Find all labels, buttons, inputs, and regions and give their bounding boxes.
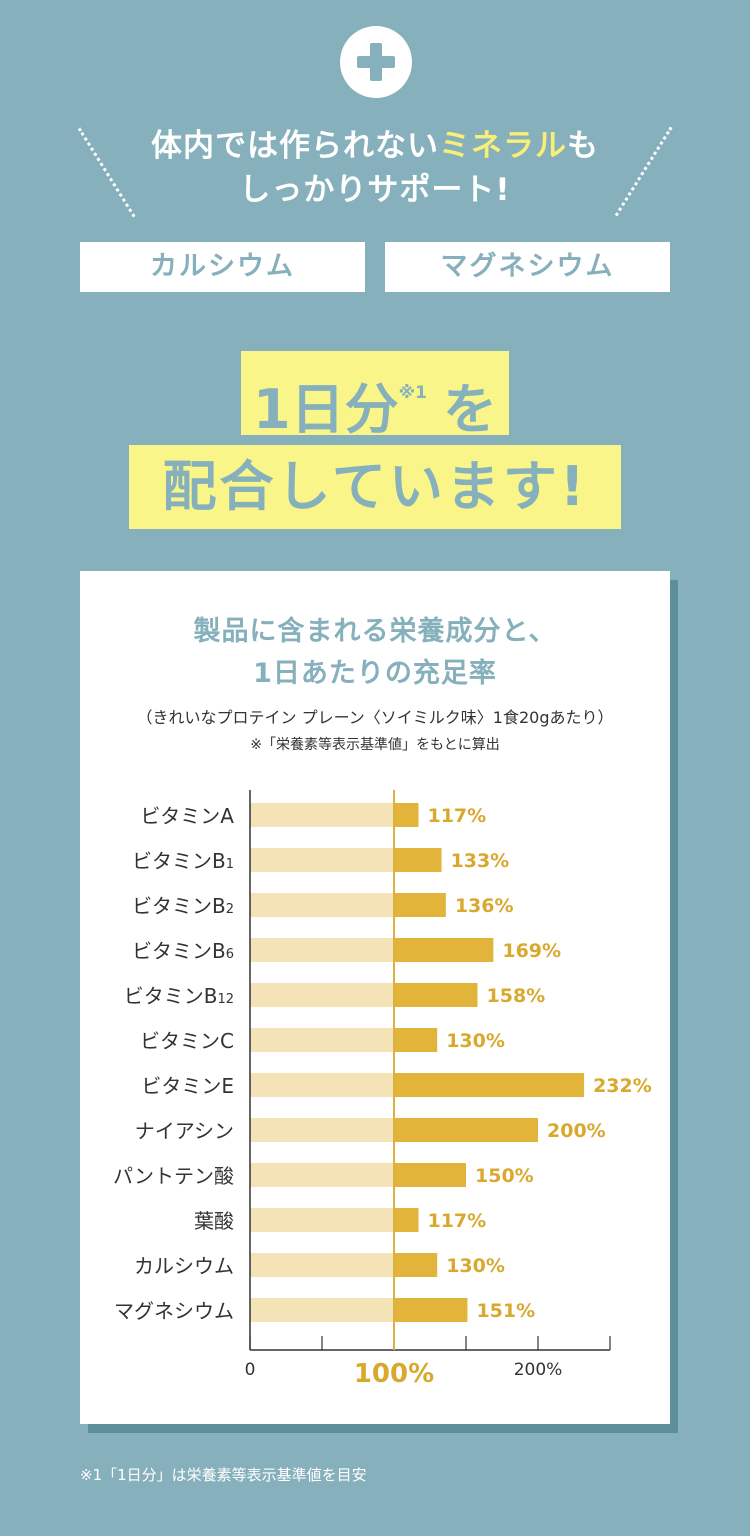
category-label-10: カルシウム bbox=[134, 1254, 234, 1278]
category-label-6: ビタミンE bbox=[141, 1074, 234, 1098]
card-title-line1: 製品に含まれる栄養成分と、 bbox=[193, 616, 557, 647]
bar-excess-5 bbox=[394, 1028, 438, 1052]
headline: 体内では作られないミネラルも しっかりサポート! bbox=[0, 124, 750, 212]
bar-base-1 bbox=[250, 848, 394, 872]
banner-line2: 配合しています! bbox=[129, 445, 621, 529]
bar-excess-11 bbox=[394, 1298, 468, 1322]
bar-base-7 bbox=[250, 1118, 394, 1142]
bar-excess-0 bbox=[394, 803, 419, 827]
category-label-8: パントテン酸 bbox=[113, 1164, 234, 1188]
banner-particle: を bbox=[442, 378, 497, 441]
bar-base-2 bbox=[250, 893, 394, 917]
bar-excess-8 bbox=[394, 1163, 466, 1187]
card-title-line2: 1日あたりの充足率 bbox=[253, 658, 497, 689]
value-label-5: 130% bbox=[446, 1030, 505, 1052]
mineral-label-magnesium: マグネシウム bbox=[385, 242, 670, 292]
bar-base-6 bbox=[250, 1073, 394, 1097]
headline-highlight: ミネラル bbox=[439, 128, 567, 164]
card-title: 製品に含まれる栄養成分と、 1日あたりの充足率 bbox=[80, 611, 670, 695]
x-tick-label-1: 100% bbox=[354, 1359, 434, 1389]
value-label-9: 117% bbox=[427, 1210, 486, 1232]
value-label-0: 117% bbox=[427, 805, 486, 827]
category-label-3: ビタミンB6 bbox=[132, 939, 234, 963]
headline-line2: しっかりサポート! bbox=[239, 172, 511, 208]
category-label-5: ビタミンC bbox=[140, 1029, 234, 1053]
value-label-11: 151% bbox=[476, 1300, 535, 1322]
bar-base-0 bbox=[250, 803, 394, 827]
category-label-0: ビタミンA bbox=[140, 804, 234, 828]
value-label-7: 200% bbox=[547, 1120, 606, 1142]
bar-base-11 bbox=[250, 1298, 394, 1322]
bar-excess-9 bbox=[394, 1208, 419, 1232]
card-source-note: ※「栄養素等表示基準値」をもとに算出 bbox=[250, 737, 500, 753]
bar-excess-3 bbox=[394, 938, 494, 962]
category-label-9: 葉酸 bbox=[194, 1209, 234, 1233]
bar-base-9 bbox=[250, 1208, 394, 1232]
bar-excess-6 bbox=[394, 1073, 585, 1097]
category-label-4: ビタミンB12 bbox=[124, 984, 234, 1008]
value-label-4: 158% bbox=[487, 985, 546, 1007]
category-label-2: ビタミンB2 bbox=[132, 894, 234, 918]
banner-line1: 1日分※1 を bbox=[241, 351, 509, 441]
headline-text-end: も bbox=[567, 128, 599, 164]
value-label-6: 232% bbox=[593, 1075, 652, 1097]
category-label-11: マグネシウム bbox=[114, 1299, 234, 1323]
bar-base-10 bbox=[250, 1253, 394, 1277]
fulfillment-rate-chart: 117% ビタミンA 133% ビタミンB1 136% ビタミンB2 169% ビタミンB6 1… bbox=[113, 790, 652, 1389]
banner-daily-amount: 1日分 bbox=[253, 378, 399, 441]
bar-base-4 bbox=[250, 983, 394, 1007]
value-label-1: 133% bbox=[451, 850, 510, 872]
bar-excess-2 bbox=[394, 893, 446, 917]
bar-excess-4 bbox=[394, 983, 478, 1007]
card-subtitle: （きれいなプロテイン プレーン〈ソイミルク味〉1食20gあたり） bbox=[136, 708, 614, 727]
bar-excess-7 bbox=[394, 1118, 538, 1142]
x-tick-label-2: 200% bbox=[514, 1360, 563, 1380]
footnote: ※1「1日分」は栄養素等表示基準値を目安 bbox=[80, 1466, 367, 1484]
bar-excess-1 bbox=[394, 848, 442, 872]
x-tick-label-0: 0 bbox=[245, 1360, 256, 1380]
bar-base-8 bbox=[250, 1163, 394, 1187]
mineral-label-calcium: カルシウム bbox=[80, 242, 365, 292]
banner-note-mark: ※1 bbox=[398, 383, 427, 403]
bar-excess-10 bbox=[394, 1253, 438, 1277]
category-label-7: ナイアシン bbox=[135, 1119, 234, 1143]
plus-icon bbox=[340, 26, 412, 98]
bar-base-5 bbox=[250, 1028, 394, 1052]
value-label-8: 150% bbox=[475, 1165, 534, 1187]
value-label-10: 130% bbox=[446, 1255, 505, 1277]
headline-text: 体内では作られない bbox=[151, 128, 439, 164]
value-label-2: 136% bbox=[455, 895, 514, 917]
bar-base-3 bbox=[250, 938, 394, 962]
category-label-1: ビタミンB1 bbox=[132, 849, 234, 873]
value-label-3: 169% bbox=[502, 940, 561, 962]
